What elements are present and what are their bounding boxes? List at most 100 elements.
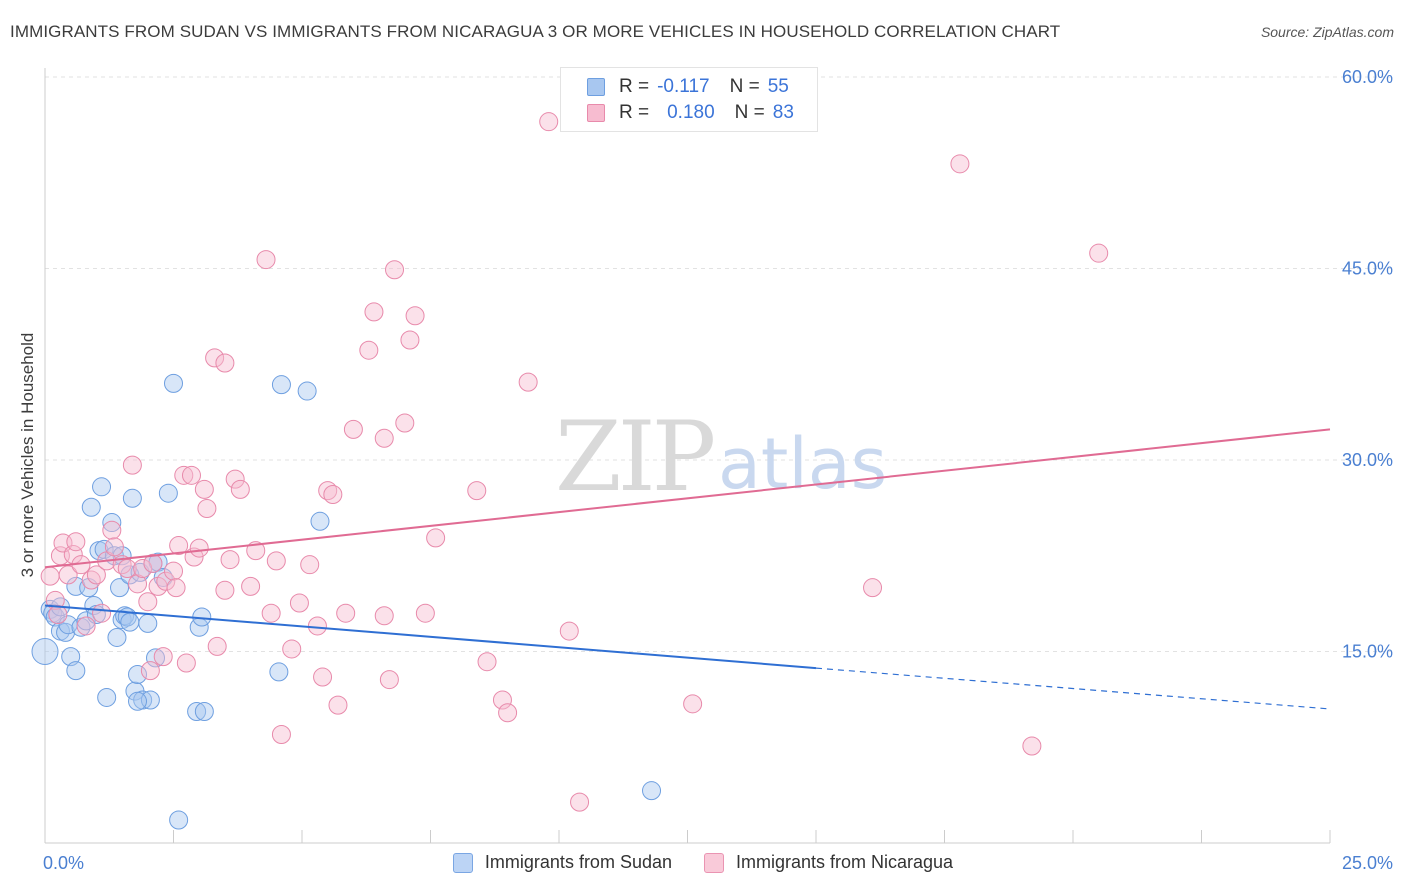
data-point [415,603,435,623]
data-point [498,703,518,723]
series-legend: Immigrants from Sudan Immigrants from Ni… [0,852,1406,873]
data-point [133,559,153,579]
series-sudan [31,373,662,830]
data-point [164,373,183,393]
legend-row-nicaragua: R = 0.180 N = 83 [587,100,794,126]
data-point [156,571,176,591]
data-point [205,348,225,368]
data-point [169,810,189,830]
trend-line-nicaragua [44,428,1331,569]
data-point [174,465,194,485]
data-points [31,112,1109,830]
data-point [1089,243,1109,263]
data-point [102,513,122,533]
data-point [467,481,487,501]
data-point [313,667,333,687]
legend-n-label: N = [734,102,765,123]
data-point [181,465,201,485]
legend-item-nicaragua[interactable]: Immigrants from Nicaragua [704,852,953,873]
data-point [40,566,60,586]
data-point [143,553,163,573]
data-point [58,565,78,585]
data-point [153,647,173,667]
legend-swatch-nicaragua [704,852,724,873]
legend-n-value-nicaragua: 83 [772,102,794,123]
watermark-zip: ZIP [555,401,714,513]
data-point [76,611,96,631]
y-tick-label: 30.0% [1342,450,1393,470]
y-tick-label: 15.0% [1342,642,1393,662]
data-point [950,154,970,174]
data-point [230,479,250,499]
data-point [261,603,281,623]
data-point [310,511,330,531]
data-point [683,694,703,714]
data-point [120,612,140,632]
data-point [395,413,415,433]
data-point [374,428,394,448]
data-point [492,690,512,710]
data-point [117,559,137,579]
legend-n-label: N = [729,76,760,97]
data-point [570,792,590,812]
legend-n-value-sudan: 55 [767,76,789,97]
data-point [81,497,101,517]
x-tick-label: 25.0% [1342,853,1393,873]
data-point [45,590,65,610]
data-point [246,541,266,561]
data-point [31,638,59,665]
x-tick-label: 0.0% [43,853,84,873]
y-tick-label: 60.0% [1342,67,1393,87]
data-point [207,636,227,656]
data-point [97,687,117,707]
legend-swatch-nicaragua [587,104,605,122]
legend-r-label: R = [619,102,650,123]
data-point [328,695,348,715]
grid-lines [45,76,1392,652]
data-point [128,664,148,684]
trend-lines [44,428,1331,710]
data-point [336,603,356,623]
legend-swatch-sudan [587,78,605,96]
data-point [164,561,183,581]
y-tick-label: 45.0% [1342,259,1393,279]
watermark: ZIP atlas [555,401,887,513]
data-point [128,691,148,711]
data-point [140,661,160,681]
data-point [220,550,240,570]
data-point [76,616,96,636]
data-point [385,260,405,280]
source-credit: Source: ZipAtlas.com [1260,24,1394,40]
data-point [518,372,538,392]
data-point [166,578,186,598]
legend-r-label: R = [619,76,650,97]
data-point [863,578,883,598]
data-point [92,477,112,497]
data-point [266,551,286,571]
data-point [359,340,379,360]
y-axis-label: 3 or more Vehicles in Household [18,333,37,578]
series-nicaragua [40,112,1109,812]
data-point [400,330,420,350]
data-point [86,565,106,585]
data-point [241,576,261,596]
legend-r-value-sudan: -0.117 [657,76,710,97]
data-point [158,483,178,503]
legend-r-value-nicaragua: 0.180 [667,102,715,123]
data-point [539,112,559,132]
correlation-legend: R = -0.117 N = 55 R = 0.180 N = 83 [560,67,818,132]
legend-item-sudan[interactable]: Immigrants from Sudan [452,852,672,873]
legend-swatch-sudan [452,852,473,873]
data-point [379,670,399,690]
data-point [122,455,142,475]
legend-label-nicaragua: Immigrants from Nicaragua [736,852,954,872]
data-point [405,306,425,326]
data-point [197,499,217,519]
data-point [318,481,338,501]
data-point [642,781,662,801]
data-point [289,593,309,613]
data-point [104,537,124,557]
data-point [56,622,76,642]
data-point [271,375,291,395]
data-point [138,613,158,633]
